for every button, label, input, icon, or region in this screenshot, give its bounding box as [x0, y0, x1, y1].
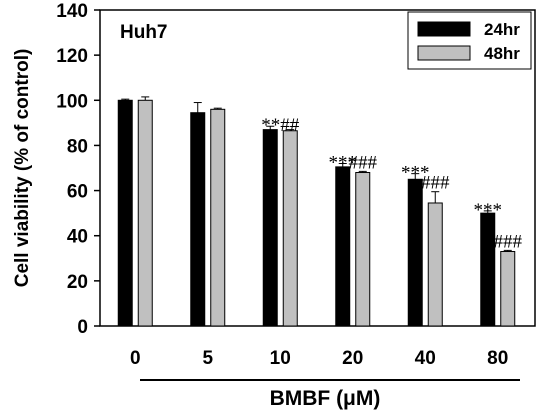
- y-tick-label: 20: [67, 272, 88, 293]
- bar: [210, 108, 226, 327]
- bar: [407, 178, 423, 327]
- y-tick-label: 100: [56, 91, 88, 112]
- significance-marker: ###: [421, 173, 450, 194]
- significance-marker: ###: [494, 231, 523, 252]
- x-tick-label: 0: [130, 348, 141, 369]
- y-axis-title: Cell viability (% of control): [12, 49, 33, 288]
- x-tick-label: 40: [415, 348, 436, 369]
- bar: [355, 172, 371, 327]
- x-tick-label: 10: [270, 348, 291, 369]
- bar: [282, 130, 298, 327]
- annotations: **##***### ***###***###: [261, 115, 522, 252]
- y-tick-label: 80: [67, 136, 88, 157]
- x-tick-label: 5: [202, 348, 213, 369]
- bar: [335, 166, 351, 327]
- bar: [137, 99, 153, 327]
- significance-marker: ***: [474, 200, 503, 221]
- bar: [427, 202, 443, 327]
- legend-swatch: [417, 45, 471, 61]
- significance-marker: **##: [261, 115, 300, 136]
- y-tick-label: 60: [67, 182, 88, 203]
- significance-marker: ***: [401, 163, 430, 184]
- bar: [500, 251, 516, 327]
- bars: [117, 96, 516, 327]
- bar: [190, 112, 206, 327]
- y-tick-label: 0: [77, 317, 88, 338]
- bar: [117, 99, 133, 327]
- x-tick-label: 20: [342, 348, 363, 369]
- x-tick-label: 80: [487, 348, 508, 369]
- significance-marker: ###: [349, 152, 378, 173]
- bar: [480, 212, 496, 327]
- legend-label: 24hr: [484, 20, 520, 39]
- plot-frame: [99, 9, 536, 327]
- y-tick-label: 40: [67, 227, 88, 248]
- axes: 0 20 40 60 80 100 120 140 0 5 10 20 40 80: [56, 1, 536, 369]
- legend-swatch: [417, 21, 471, 37]
- panel-label: Huh7: [120, 22, 168, 43]
- significance-marker: ***: [329, 152, 358, 173]
- y-tick-label: 120: [56, 46, 88, 67]
- bar: [262, 129, 278, 327]
- legend: 24hr 48hr: [407, 11, 532, 70]
- y-tick-label: 140: [56, 1, 88, 22]
- legend-label: 48hr: [484, 44, 520, 63]
- x-axis-title: BMBF (μM): [270, 387, 381, 410]
